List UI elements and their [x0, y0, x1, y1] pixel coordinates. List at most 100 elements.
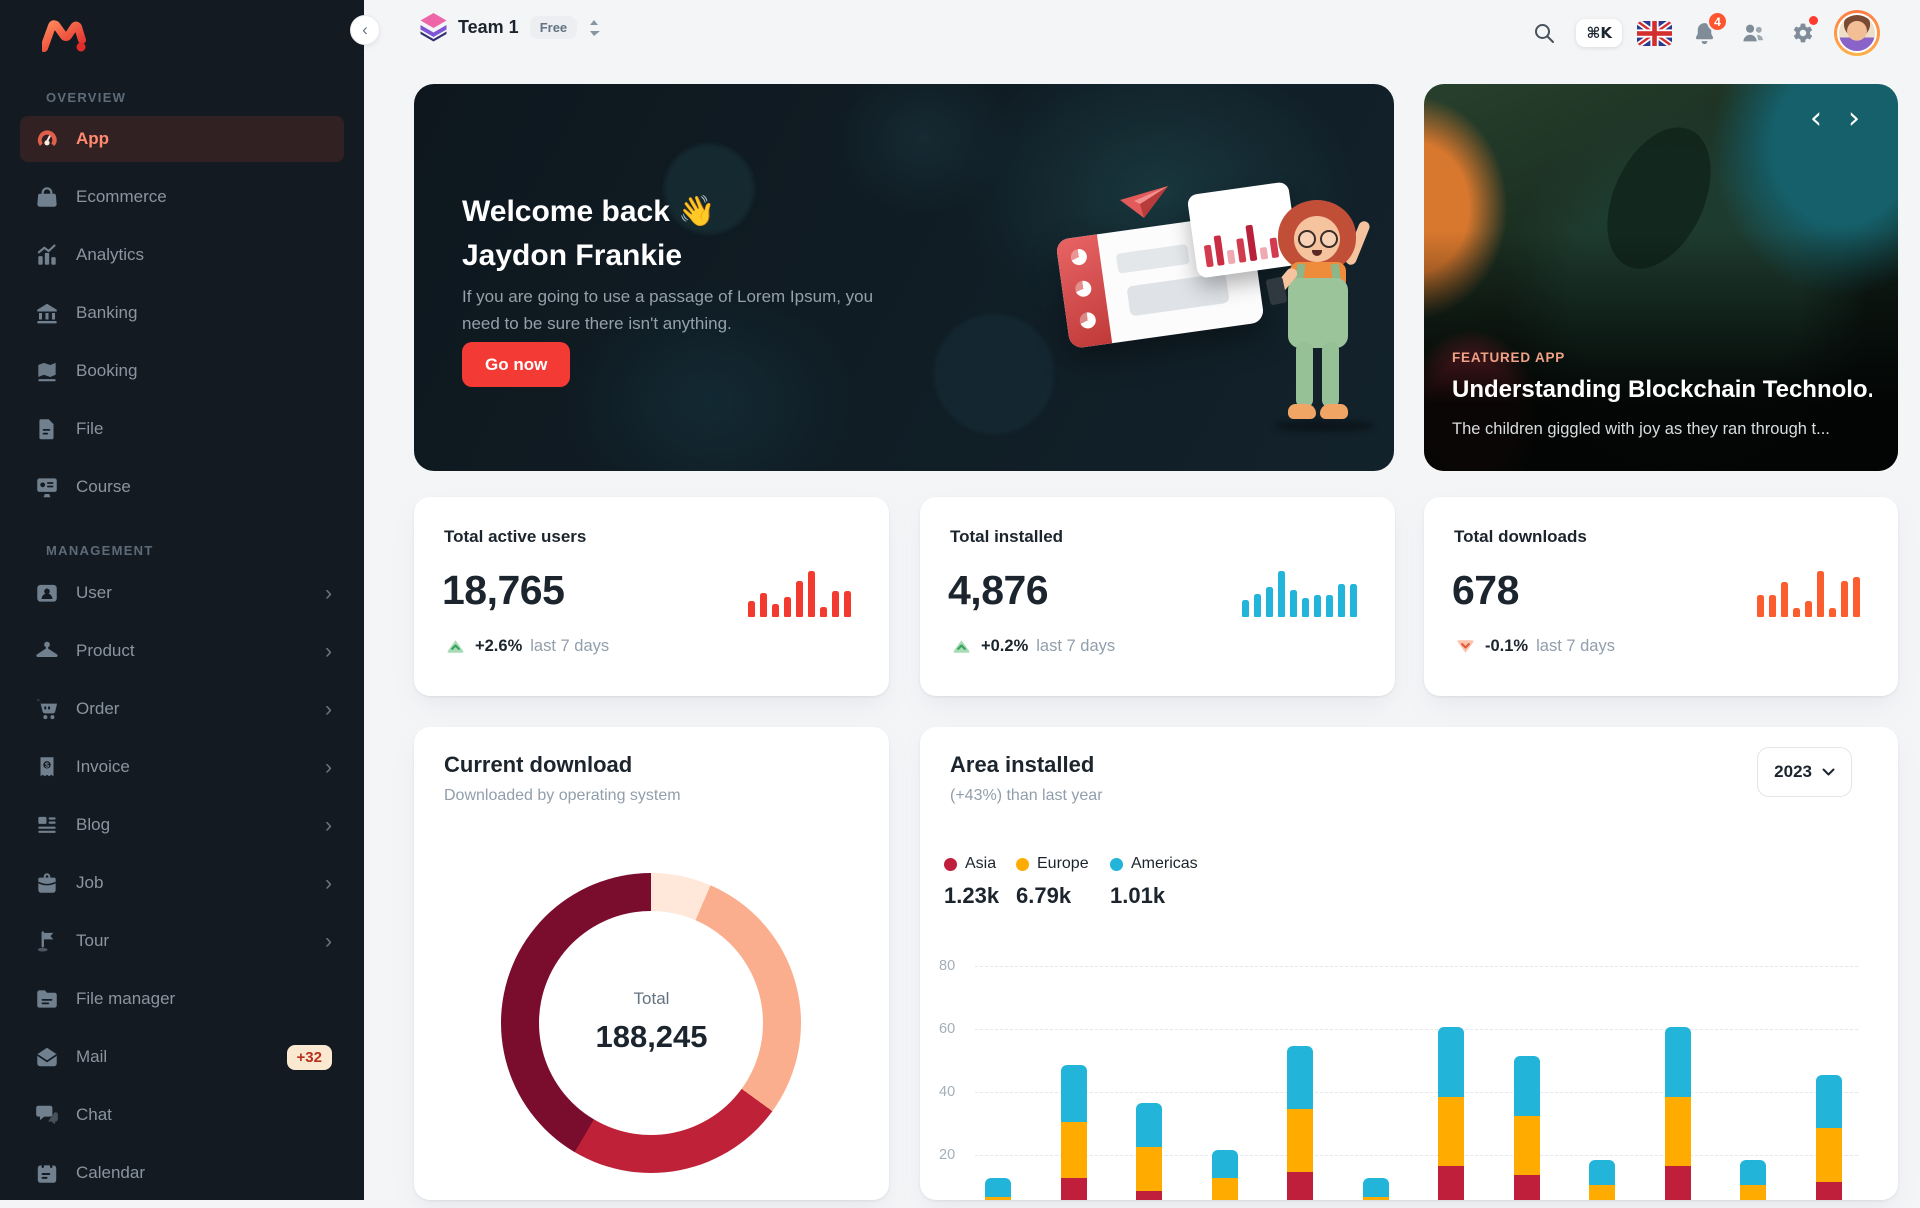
sidebar-item-course[interactable]: Course [20, 464, 344, 510]
sidebar-item-label: Course [76, 477, 131, 496]
shopping-bag-icon [33, 183, 61, 211]
sidebar-item-file-manager[interactable]: File manager [20, 976, 344, 1022]
svg-text:$: $ [45, 761, 50, 770]
sidebar-item-label: File [76, 419, 104, 438]
card-title: Current download [444, 752, 633, 777]
legend-dot [1016, 857, 1029, 871]
contacts-button[interactable] [1736, 16, 1770, 50]
sidebar-item-label: File manager [76, 989, 176, 1008]
stat-value: 678 [1452, 567, 1519, 613]
workspace-switcher[interactable]: Team 1 Free [420, 13, 601, 42]
stat-label: Total downloads [1454, 527, 1587, 546]
user-avatar[interactable] [1834, 10, 1880, 56]
y-axis-tick: 40 [939, 1084, 956, 1100]
carousel-prev-button[interactable]: ‹ [1810, 101, 1822, 136]
chevron-right-icon: › [325, 755, 332, 779]
sidebar-item-tour[interactable]: Tour › [20, 918, 344, 964]
sidebar-item-user[interactable]: User › [20, 570, 344, 616]
welcome-message: If you are going to use a passage of Lor… [462, 287, 874, 333]
stacked-bar-chart: 80 60 40 20 [939, 958, 1878, 1200]
hanger-icon [33, 637, 61, 665]
sidebar-item-mail[interactable]: Mail +32 [20, 1034, 344, 1080]
sidebar-item-label: Invoice [76, 757, 130, 776]
illustration-character [1256, 200, 1394, 464]
sidebar-item-invoice[interactable]: $ Invoice › [20, 744, 344, 790]
mail-icon [33, 1043, 61, 1071]
carousel-next-button[interactable]: › [1848, 101, 1860, 136]
cart-icon [33, 695, 61, 723]
search-button[interactable] [1527, 16, 1561, 50]
language-button[interactable] [1637, 20, 1672, 46]
chevron-left-icon: ‹ [362, 20, 368, 39]
stat-delta: +0.2% [981, 637, 1029, 655]
app-logo-icon[interactable] [42, 18, 86, 54]
sidebar-item-label: Tour [76, 931, 110, 950]
team-logo-icon [420, 13, 447, 42]
stat-card-downloads: Total downloads 678 -0.1% last 7 days [1424, 497, 1898, 696]
stat-card-installed: Total installed 4,876 +0.2% last 7 days [920, 497, 1395, 696]
flag-icon [33, 927, 61, 955]
bar-chart-icon [33, 241, 61, 269]
legend-total: 1.23k [944, 883, 1000, 908]
sidebar-item-blog[interactable]: Blog › [20, 802, 344, 848]
sparkline-bars [1757, 571, 1860, 617]
sidebar-item-product[interactable]: Product › [20, 628, 344, 674]
sidebar-item-ecommerce[interactable]: Ecommerce [20, 174, 344, 220]
sidebar-item-booking[interactable]: Booking [20, 348, 344, 394]
calendar-icon [33, 1159, 61, 1187]
stat-label: Total active users [444, 527, 587, 546]
gauge-icon [33, 125, 61, 153]
sidebar-item-label: Product [76, 641, 135, 660]
settings-button[interactable] [1785, 16, 1819, 50]
sidebar-item-file[interactable]: File [20, 406, 344, 452]
blog-icon [33, 811, 61, 839]
sidebar-item-label: App [76, 129, 110, 148]
sidebar-item-app[interactable]: App [20, 116, 344, 162]
sidebar-item-calendar[interactable]: Calendar [20, 1150, 344, 1196]
chevron-down-icon [1822, 768, 1835, 775]
go-now-button[interactable]: Go now [462, 342, 571, 387]
featured-app-card[interactable]: ‹ › FEATURED APP Understanding Blockchai… [1424, 84, 1898, 471]
sidebar-item-order[interactable]: Order › [20, 686, 344, 732]
sidebar-item-analytics[interactable]: Analytics [20, 232, 344, 278]
file-icon [33, 415, 61, 443]
paper-plane-icon [1120, 186, 1168, 218]
legend-item-asia: Asia 1.23k [944, 855, 999, 909]
gear-icon [1793, 23, 1813, 43]
sidebar: OVERVIEW App Ecommerce Analytics Banking… [0, 0, 364, 1200]
stat-period: last 7 days [1536, 637, 1615, 655]
sidebar-collapse-button[interactable]: ‹ [350, 15, 380, 45]
sidebar-item-label: User [76, 583, 112, 602]
stat-period: last 7 days [530, 637, 610, 655]
year-select[interactable]: 2023 [1757, 747, 1852, 797]
legend-dot [1110, 857, 1123, 871]
legend-total: 6.79k [1016, 883, 1072, 908]
donut-center-label: Total [633, 989, 670, 1008]
legend-dot [944, 857, 957, 871]
chevron-right-icon: › [325, 929, 332, 953]
notifications-button[interactable]: 4 [1687, 11, 1728, 50]
bokeh-decor [934, 314, 1054, 434]
chevron-right-icon: › [325, 697, 332, 721]
sidebar-item-chat[interactable]: Chat [20, 1092, 344, 1138]
sidebar-item-banking[interactable]: Banking [20, 290, 344, 336]
donut-chart [501, 873, 801, 1173]
welcome-title: Welcome back 👋 Jaydon Frankie [462, 190, 716, 278]
welcome-greeting: Welcome back 👋 [462, 195, 716, 229]
sidebar-item-label: Mail [76, 1047, 108, 1066]
notification-count-badge: 4 [1707, 11, 1728, 32]
card-subtitle: Downloaded by operating system [444, 787, 681, 804]
sidebar-item-label: Job [76, 873, 104, 892]
folder-icon [33, 985, 61, 1013]
select-arrows-icon [590, 19, 601, 36]
chevron-right-icon: › [325, 871, 332, 895]
year-select-value: 2023 [1774, 762, 1812, 781]
sidebar-item-label: Calendar [76, 1163, 145, 1182]
bank-icon [33, 299, 61, 327]
sidebar-item-job[interactable]: Job › [20, 860, 344, 906]
contacts-icon [1743, 24, 1763, 42]
featured-title: Understanding Blockchain Technolo... [1452, 376, 1872, 403]
legend-item-europe: Europe 6.79k [1016, 855, 1089, 909]
area-installed-card: Area installed (+43%) than last year 202… [920, 727, 1898, 1200]
chat-icon [33, 1101, 61, 1129]
